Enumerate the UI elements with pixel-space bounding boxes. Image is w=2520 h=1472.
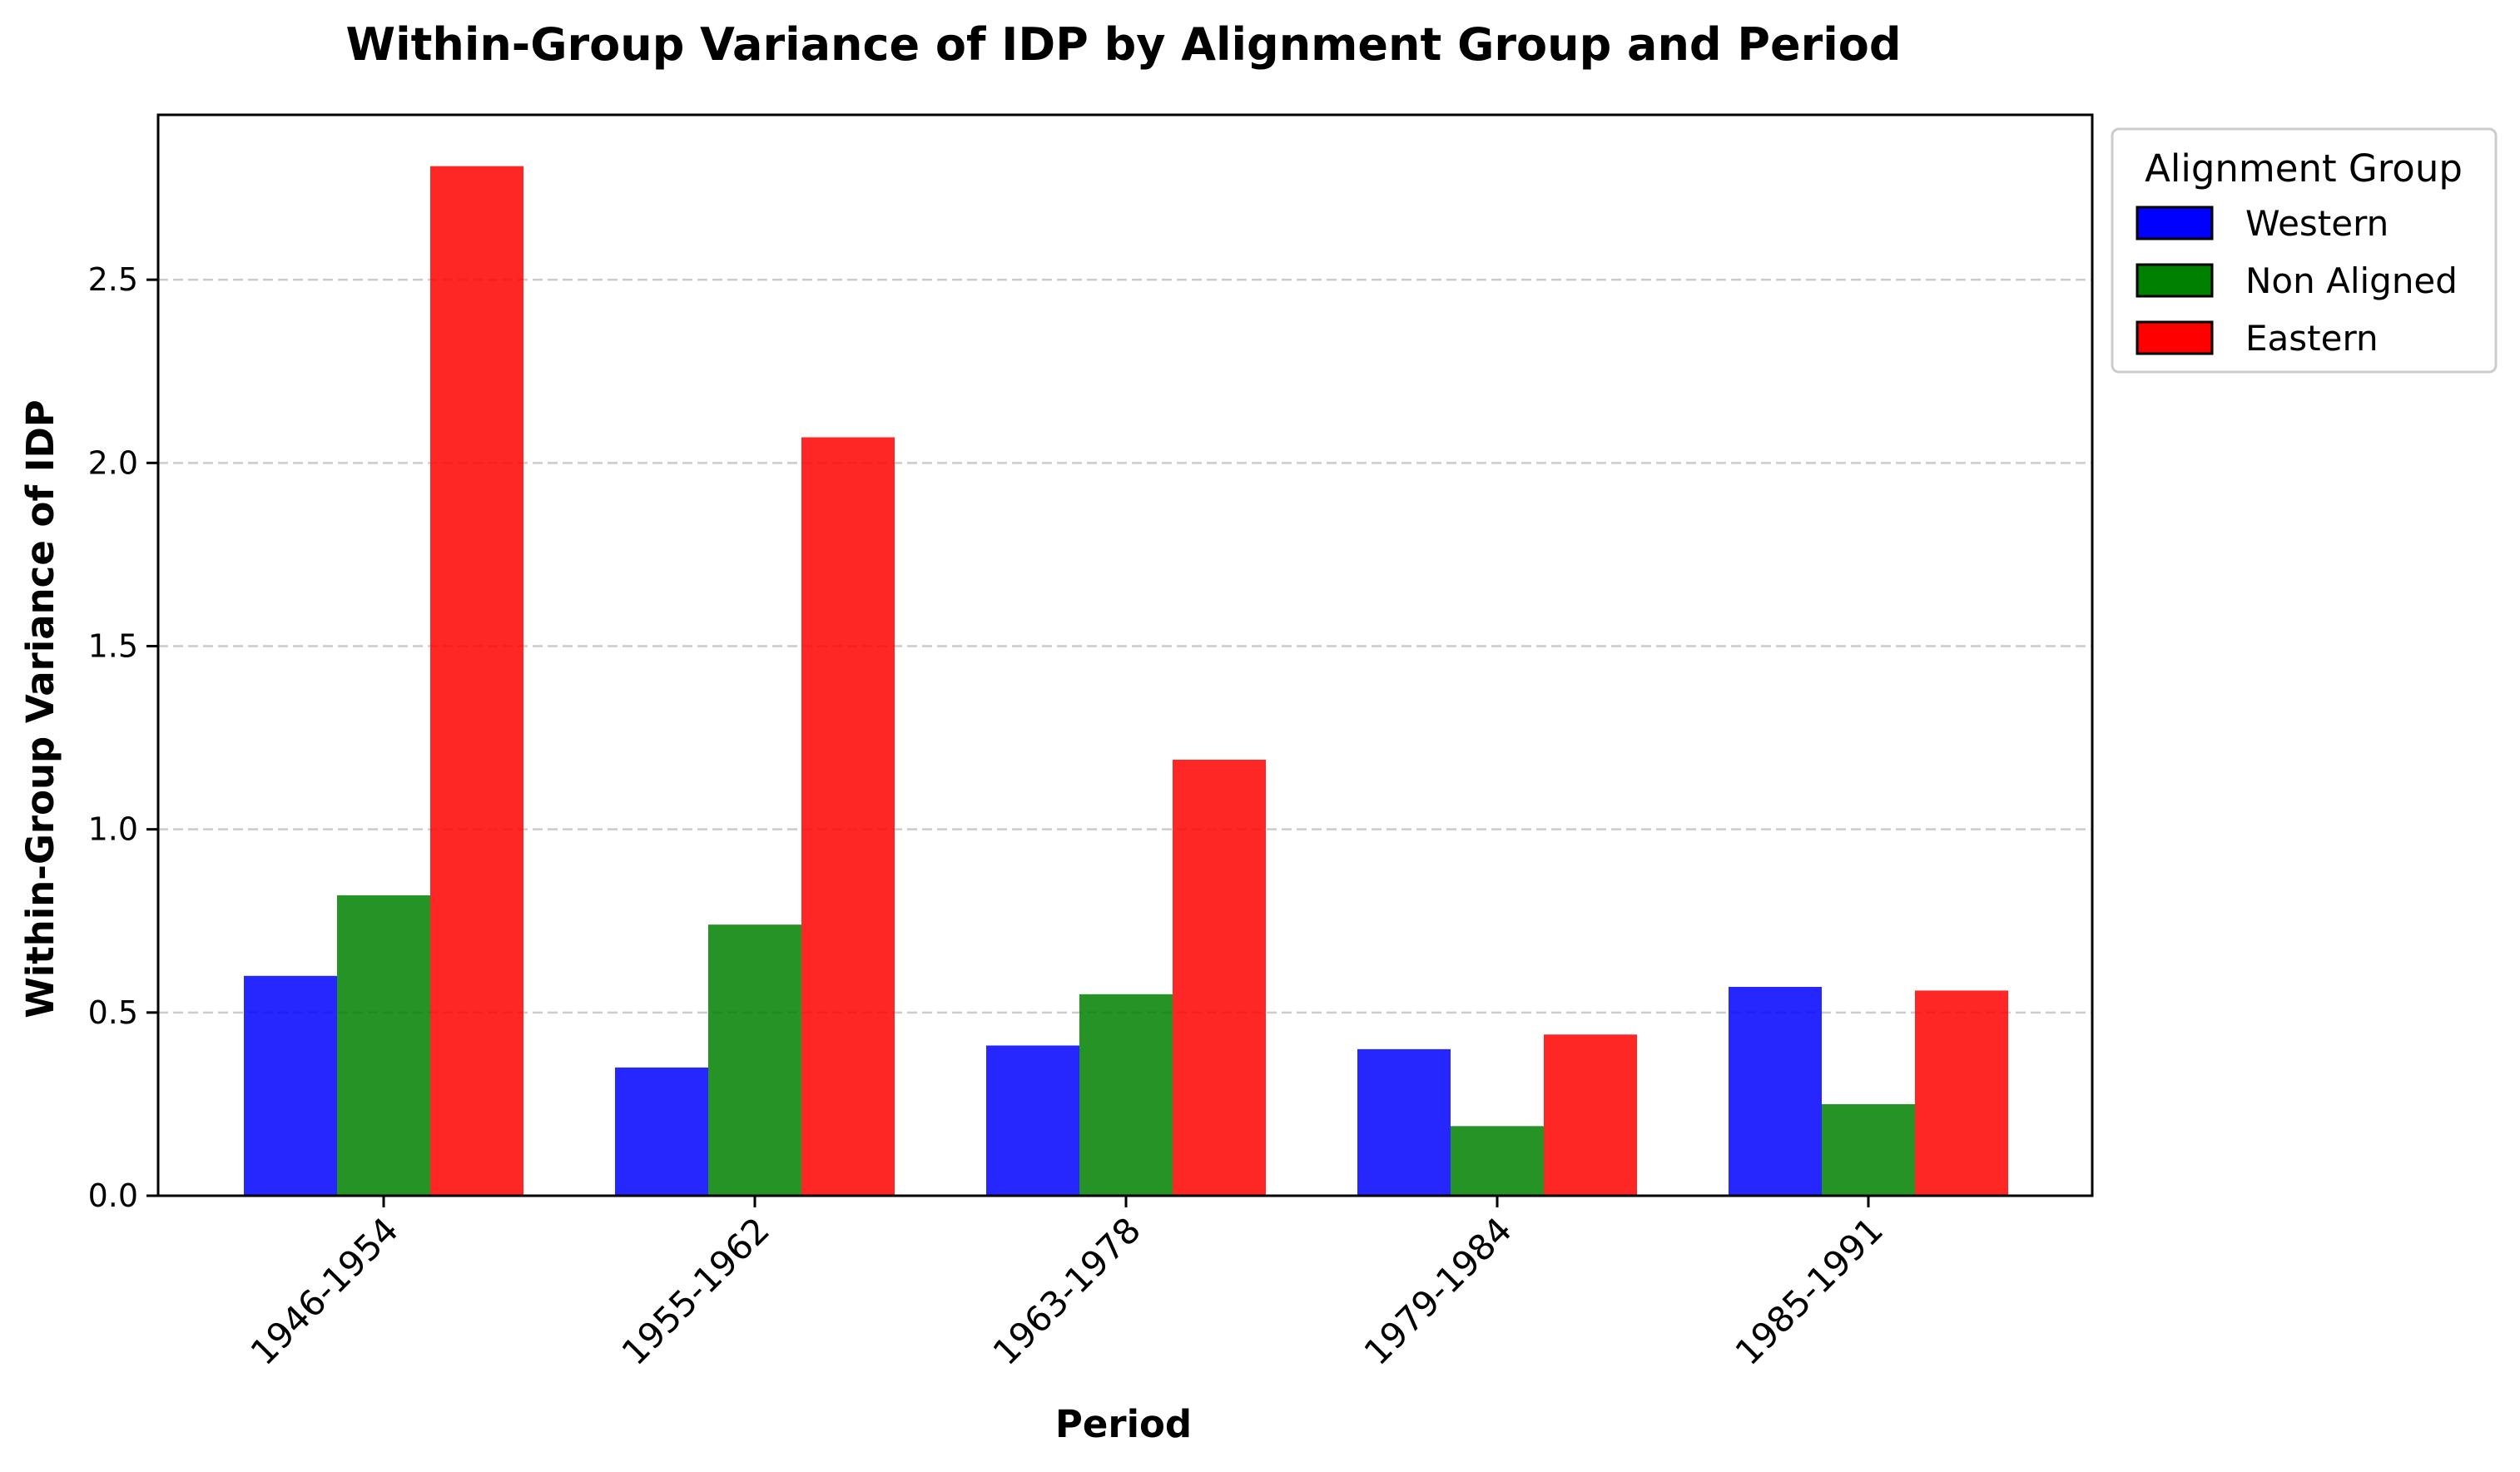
bar-non-aligned-1963-1978	[1079, 994, 1173, 1196]
bar-western-1963-1978	[986, 1045, 1079, 1196]
bar-eastern-1955-1962	[801, 437, 895, 1196]
y-tick-label: 2.5	[88, 261, 138, 298]
bar-eastern-1985-1991	[1915, 990, 2008, 1196]
bar-non-aligned-1955-1962	[708, 924, 801, 1196]
bars	[244, 166, 2008, 1196]
y-tick-label: 0.5	[88, 994, 138, 1031]
legend: Alignment Group Western Non Aligned Easter…	[2111, 127, 2498, 374]
bar-western-1946-1954	[244, 975, 337, 1196]
legend-frame	[2111, 127, 2498, 374]
chart-title: Within-Group Variance of IDP by Alignmen…	[346, 18, 1902, 71]
bar-western-1955-1962	[615, 1067, 708, 1196]
legend-swatch-western	[2136, 206, 2214, 240]
y-axis-ticks: 0.0 0.5 1.0 1.5 2.0 2.5	[88, 261, 158, 1214]
y-tick-label: 1.5	[88, 627, 138, 664]
y-tick-label: 0.0	[88, 1177, 138, 1214]
legend-label: Western	[2245, 203, 2389, 244]
x-axis-label: Period	[1055, 1402, 1192, 1446]
bar-non-aligned-1979-1984	[1451, 1126, 1544, 1196]
legend-title: Alignment Group	[2145, 146, 2463, 191]
y-tick-label: 1.0	[88, 811, 138, 848]
y-tick-label: 2.0	[88, 444, 138, 481]
y-axis-label: Within-Group Variance of IDP	[18, 399, 62, 1019]
bar-non-aligned-1946-1954	[337, 895, 430, 1196]
bar-western-1985-1991	[1729, 987, 1822, 1196]
legend-swatch-eastern	[2136, 320, 2214, 355]
bar-non-aligned-1985-1991	[1822, 1103, 1915, 1196]
bar-eastern-1946-1954	[430, 166, 523, 1196]
bar-eastern-1979-1984	[1544, 1034, 1637, 1196]
legend-label: Non Aligned	[2245, 260, 2458, 301]
bar-eastern-1963-1978	[1173, 759, 1266, 1196]
legend-label: Eastern	[2245, 318, 2379, 359]
legend-swatch-non-aligned	[2136, 263, 2214, 298]
bar-western-1979-1984	[1357, 1048, 1451, 1196]
